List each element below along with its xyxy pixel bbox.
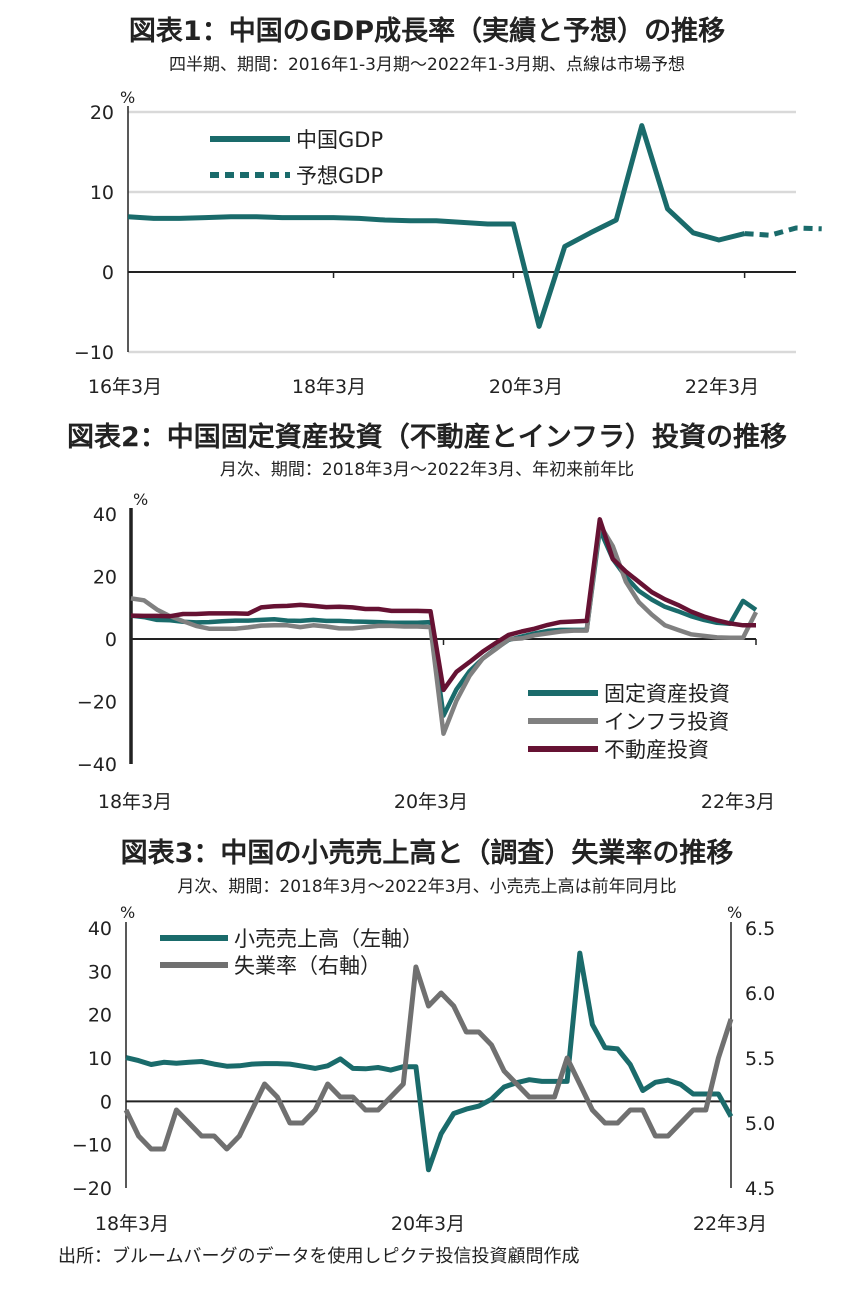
y-tick-label-right: 6.5	[745, 918, 775, 940]
y-tick-label-right: 4.5	[745, 1178, 775, 1200]
y-tick-label: −10	[72, 1135, 112, 1157]
y-tick-label: −10	[74, 342, 114, 364]
chart2-plot: −40 −20 0 20 40 18年3月 20年3月 22年3月 固定資産投資インフラ投資不動…	[77, 504, 775, 813]
chart3-plot: −20 −10 0 10 20 30 40 18年3月 20年3月 22年3月 4.5 5.0 5.5 6…	[72, 918, 775, 1235]
legend-label: 予想GDP	[296, 164, 383, 188]
chart2-subtitle: 月次、期間：2018年3月～2022年3月、年初来前年比	[220, 460, 634, 480]
series-line-3	[130, 517, 756, 693]
series-line-1	[127, 123, 746, 329]
chart1-subtitle: 四半期、期間：2016年1-3月期～2022年1-3月期、点線は市場予想	[169, 55, 685, 75]
chart1-plot: −10 0 10 20 16年3月 18年3月 20年3月 22年3月 中国GDP 予想GDP	[74, 102, 822, 398]
x-tick-label: 20年3月	[489, 376, 563, 398]
legend-label: 中国GDP	[296, 128, 383, 152]
series-line-2	[130, 522, 759, 736]
chart1-y-unit: %	[120, 88, 135, 107]
y-tick-label: 30	[88, 961, 112, 983]
chart2: 図表2：中国固定資産投資（不動産とインフラ）投資の推移 月次、期間：2018年3…	[67, 421, 787, 813]
y-tick-label: −40	[77, 754, 117, 776]
chart2-y-unit: %	[133, 490, 148, 509]
chart3-y-unit-right: %	[727, 903, 742, 922]
series-line-1	[125, 950, 734, 1173]
legend-label: 失業率（右軸）	[234, 954, 381, 978]
x-tick-label: 16年3月	[88, 376, 162, 398]
y-tick-label: 40	[88, 918, 112, 940]
x-tick-label: 22年3月	[685, 376, 759, 398]
y-tick-label: 0	[100, 1091, 112, 1113]
series-line-2	[123, 964, 734, 1152]
y-tick-label: 20	[90, 102, 114, 124]
y-tick-label: 10	[88, 1048, 112, 1070]
chart1-title: 図表1：中国のGDP成長率（実績と予想）の推移	[129, 15, 725, 47]
legend-label: 不動産投資	[604, 738, 709, 762]
series-line-2	[744, 225, 822, 238]
y-tick-label: 0	[105, 629, 117, 651]
y-tick-label-right: 6.0	[745, 983, 775, 1005]
x-tick-label: 20年3月	[394, 791, 468, 813]
legend-label: インフラ投資	[604, 710, 729, 734]
y-tick-label: 10	[90, 182, 114, 204]
x-tick-label: 18年3月	[292, 376, 366, 398]
y-tick-label-right: 5.0	[745, 1113, 775, 1135]
legend-label: 小売売上高（左軸）	[234, 927, 423, 951]
chart1: 図表1：中国のGDP成長率（実績と予想）の推移 四半期、期間：2016年1-3月…	[74, 15, 822, 398]
x-tick-label: 18年3月	[98, 791, 172, 813]
x-tick-label: 18年3月	[95, 1213, 169, 1235]
y-tick-label-right: 5.5	[745, 1048, 775, 1070]
chart2-title: 図表2：中国固定資産投資（不動産とインフラ）投資の推移	[67, 421, 787, 453]
y-tick-label: 20	[93, 567, 117, 589]
x-tick-label: 22年3月	[701, 791, 775, 813]
source-note: 出所：ブルームバーグのデータを使用しピクテ投信投資顧問作成	[58, 1245, 579, 1267]
y-tick-label: 40	[93, 504, 117, 526]
chart3-y-unit-left: %	[120, 903, 135, 922]
chart3-title: 図表3：中国の小売売上高と（調査）失業率の推移	[121, 837, 734, 869]
y-tick-label: −20	[72, 1178, 112, 1200]
x-tick-label: 20年3月	[391, 1213, 465, 1235]
chart3-subtitle: 月次、期間：2018年3月～2022年3月、小売売上高は前年同月比	[177, 877, 676, 897]
y-tick-label: −20	[77, 692, 117, 714]
y-tick-label: 20	[88, 1005, 112, 1027]
chart3: 図表3：中国の小売売上高と（調査）失業率の推移 月次、期間：2018年3月～20…	[72, 837, 775, 1235]
legend-label: 固定資産投資	[604, 682, 730, 706]
y-tick-label: 0	[102, 262, 114, 284]
x-tick-label: 22年3月	[693, 1213, 767, 1235]
